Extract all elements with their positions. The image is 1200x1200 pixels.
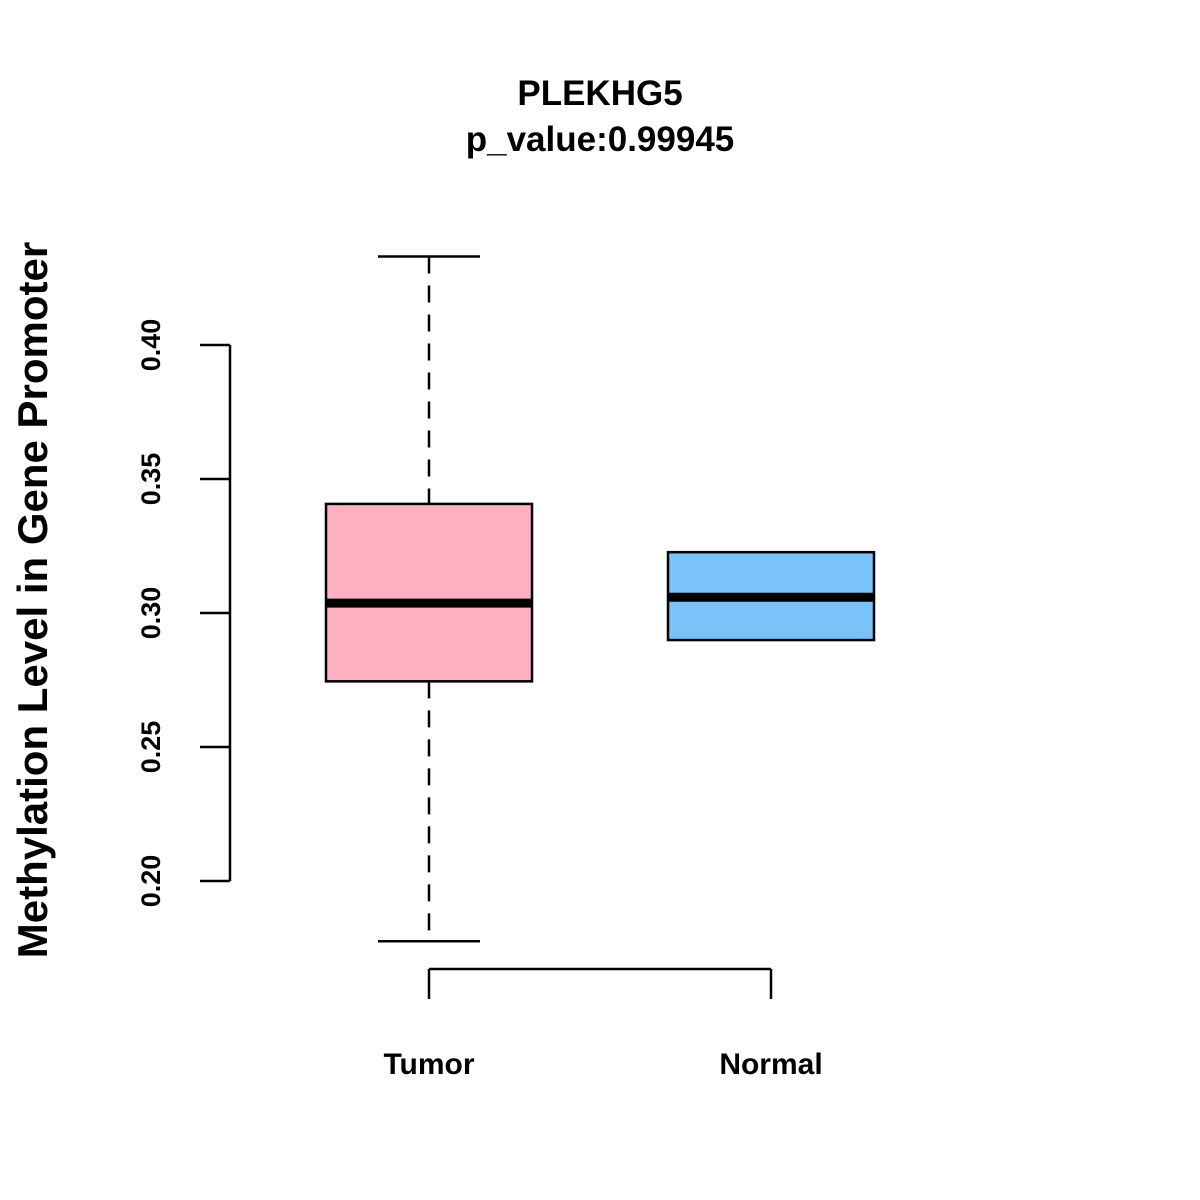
- box-normal: [666, 550, 876, 642]
- box-group: [324, 255, 876, 943]
- y-tick-label: 0.20: [136, 855, 166, 908]
- y-tick-label: 0.40: [136, 319, 166, 372]
- y-tick-label: 0.25: [136, 721, 166, 774]
- y-axis: 0.20 0.25 0.30 0.35 0.40: [136, 319, 232, 908]
- y-tick-label: 0.30: [136, 587, 166, 640]
- x-axis: Tumor Normal: [383, 967, 823, 1081]
- chart-title: PLEKHG5: [517, 74, 682, 113]
- x-tick-label: Tumor: [383, 1048, 474, 1081]
- box-tumor: [324, 255, 534, 943]
- y-tick-label: 0.35: [136, 453, 166, 506]
- x-tick-label: Normal: [719, 1048, 822, 1081]
- box-iqr: [324, 502, 534, 683]
- y-axis-label: Methylation Level in Gene Promoter: [9, 242, 56, 958]
- chart-subtitle: p_value:0.99945: [466, 120, 735, 159]
